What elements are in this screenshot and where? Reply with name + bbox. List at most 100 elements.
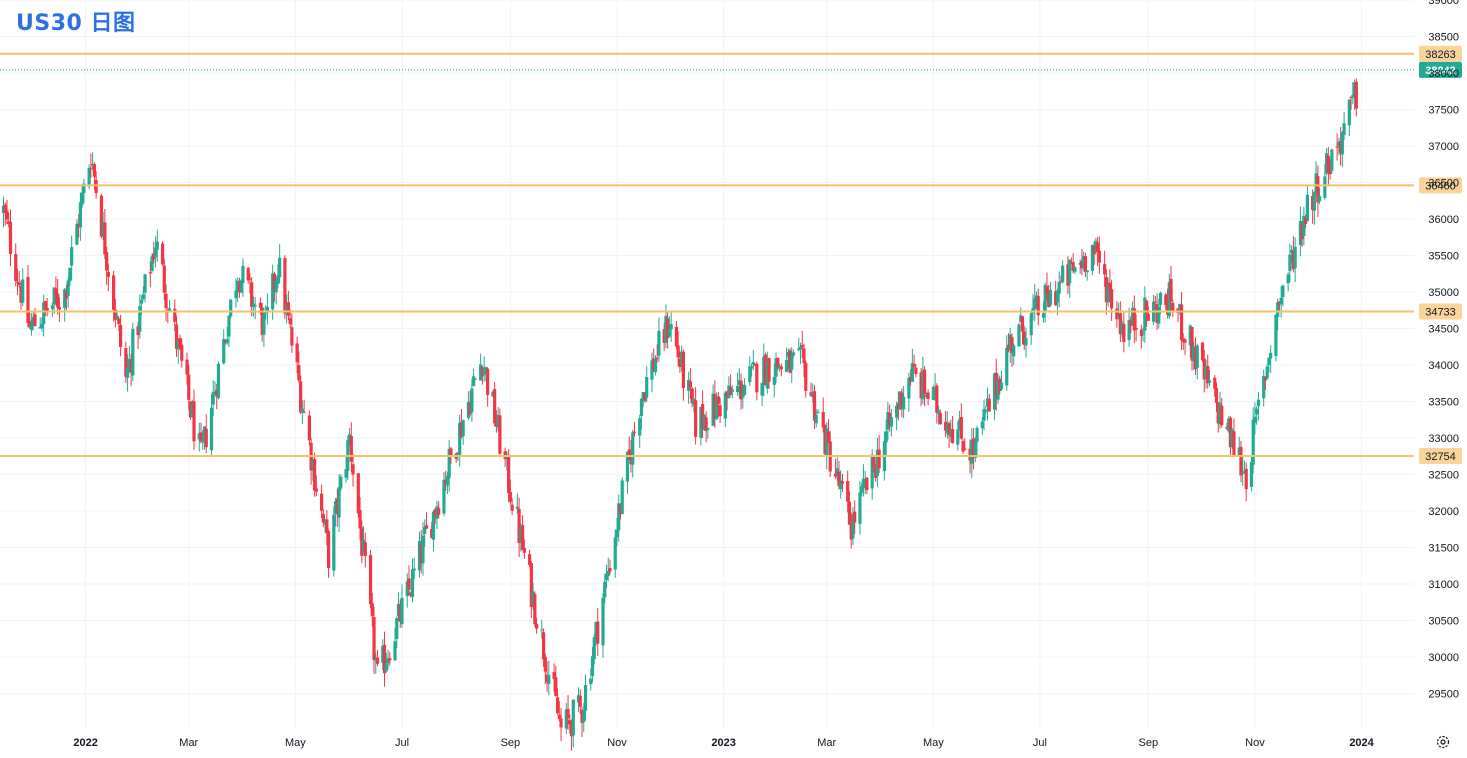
candle-body xyxy=(227,315,231,337)
candle-body xyxy=(1302,215,1306,237)
candle-body xyxy=(517,508,521,543)
candle-body xyxy=(529,563,533,607)
candle-body xyxy=(982,409,986,421)
candle-body xyxy=(17,282,21,285)
candle-body xyxy=(449,448,453,457)
candle-body xyxy=(713,394,717,418)
candle-body xyxy=(1253,416,1257,423)
candle-body xyxy=(571,699,575,736)
candle-body xyxy=(652,358,656,371)
candle-body xyxy=(772,376,776,385)
candle-body xyxy=(540,629,544,631)
candle-body xyxy=(456,452,460,457)
candle-body xyxy=(278,257,282,278)
candle-body xyxy=(865,477,869,490)
candle-body xyxy=(21,279,25,303)
candle-body xyxy=(657,330,661,356)
candle-body xyxy=(1097,250,1101,263)
candle-body xyxy=(437,508,441,515)
candle-body xyxy=(994,372,998,398)
candle-body xyxy=(1286,274,1290,284)
candle-body xyxy=(618,504,623,515)
candle-body xyxy=(840,481,845,484)
candle-body xyxy=(594,621,598,638)
candle-body xyxy=(664,315,668,343)
candle-body xyxy=(583,685,588,711)
candle-body xyxy=(970,440,974,464)
candle-body xyxy=(237,282,242,293)
candle-body xyxy=(632,431,637,433)
candle-body xyxy=(606,570,610,577)
candle-body xyxy=(1263,377,1268,381)
candle-body xyxy=(1326,155,1330,173)
candle-body xyxy=(197,433,201,440)
candle-body xyxy=(335,498,339,515)
candle-body xyxy=(5,210,9,220)
candle-body xyxy=(617,503,621,531)
candle-body xyxy=(681,351,686,389)
candle-body xyxy=(701,404,705,428)
level-label: 38263 xyxy=(1425,49,1456,61)
x-axis: 2022 Mar May Jul Sep Nov 2023 Mar May Jul Sep Nov 20… xyxy=(73,737,1374,749)
candle-body xyxy=(265,306,270,311)
candle-body xyxy=(984,409,988,412)
candle-body xyxy=(1005,347,1009,386)
candle-body xyxy=(741,393,745,398)
candle-body xyxy=(1230,429,1234,448)
candle-body xyxy=(508,491,512,502)
candle-body xyxy=(445,475,450,486)
candle-body xyxy=(1130,307,1135,324)
candle-body xyxy=(136,326,140,335)
candle-body xyxy=(767,358,771,382)
candle-body xyxy=(384,663,388,672)
candle-body xyxy=(576,695,581,703)
y-tick-label: 38000 xyxy=(1428,68,1459,80)
candle-body xyxy=(313,459,317,491)
candle-body xyxy=(57,307,62,310)
candle-body xyxy=(248,278,252,280)
candle-body xyxy=(643,392,647,401)
candle-body xyxy=(1188,325,1192,346)
candle-body xyxy=(797,348,801,351)
candle-body xyxy=(43,301,48,308)
candle-body xyxy=(375,657,380,664)
candle-body xyxy=(496,414,500,428)
candle-body xyxy=(765,361,769,389)
candle-body xyxy=(777,366,782,369)
candle-body xyxy=(786,352,790,357)
candle-body xyxy=(531,591,535,605)
candle-body xyxy=(40,323,44,329)
candle-body xyxy=(1115,308,1119,320)
candle-body xyxy=(1020,316,1025,332)
candle-body xyxy=(77,223,81,228)
candle-body xyxy=(1178,304,1182,313)
candle-body xyxy=(185,359,189,375)
candle-body xyxy=(1256,399,1261,407)
candle-body xyxy=(613,537,617,570)
candle-body xyxy=(851,514,855,539)
candle-body xyxy=(344,468,348,478)
candle-body xyxy=(370,603,374,617)
candle-body xyxy=(669,324,673,330)
candle-body xyxy=(468,402,472,414)
candle-body xyxy=(94,180,98,194)
candle-body xyxy=(410,569,415,597)
candle-body xyxy=(381,646,385,663)
gear-icon[interactable] xyxy=(1434,733,1452,751)
candle-body xyxy=(54,288,58,296)
candle-body xyxy=(38,326,42,329)
candle-body xyxy=(124,348,128,377)
candle-body xyxy=(898,391,902,410)
candle-body xyxy=(1244,468,1248,490)
candle-body xyxy=(153,247,158,258)
candle-body xyxy=(1055,290,1060,303)
candle-body xyxy=(877,449,881,469)
candle-body xyxy=(1251,419,1255,465)
last-price-label: 38042 xyxy=(1425,65,1456,77)
candle-body xyxy=(569,722,574,737)
candle-body xyxy=(980,421,984,429)
y-tick-label: 33500 xyxy=(1428,397,1459,409)
y-tick-label: 33000 xyxy=(1428,433,1459,445)
